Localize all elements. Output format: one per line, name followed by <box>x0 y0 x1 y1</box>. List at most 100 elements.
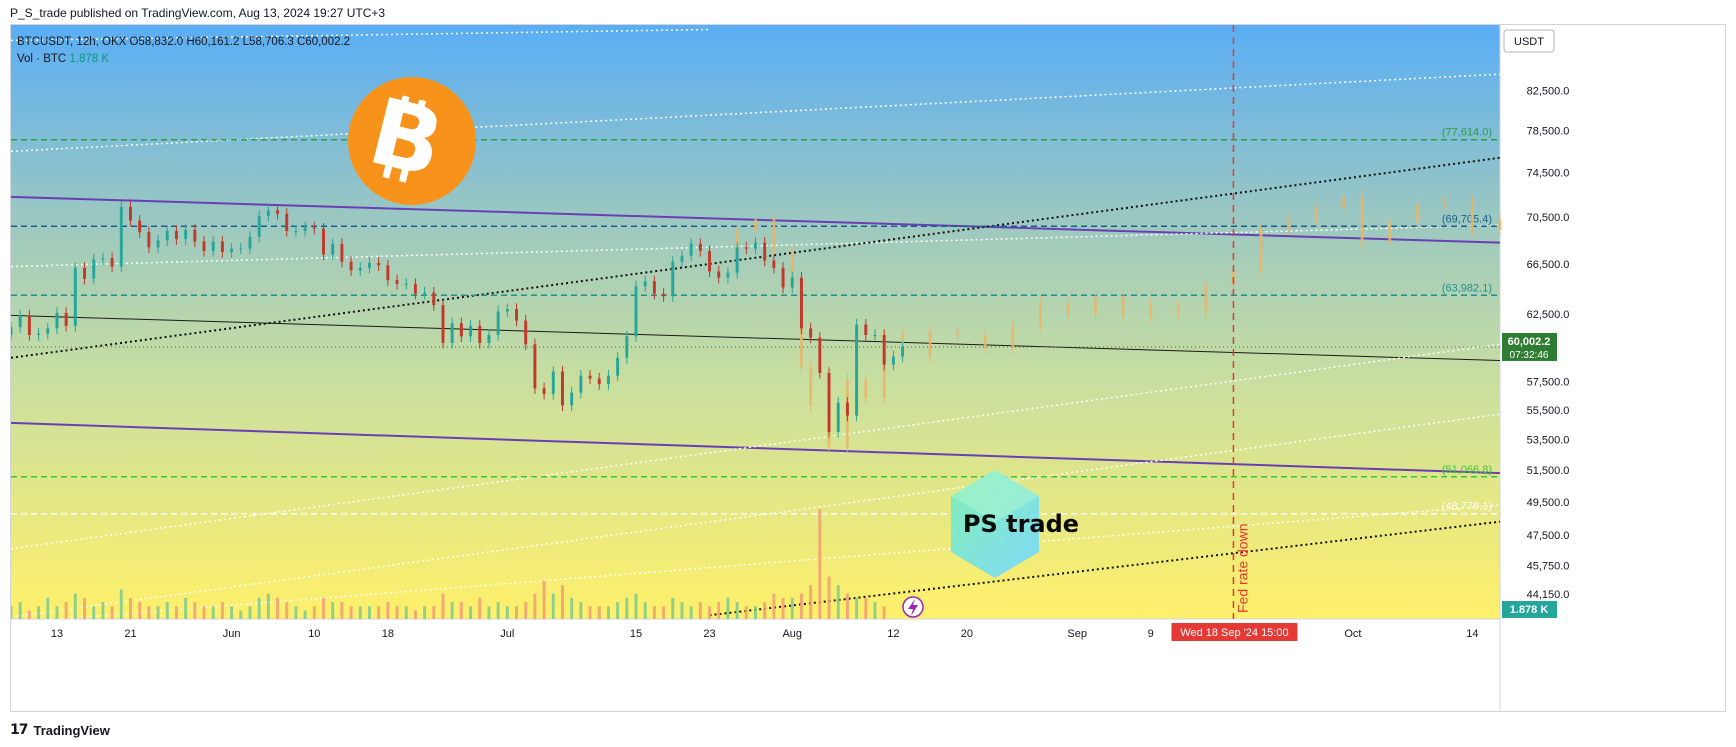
candle-body <box>496 311 500 336</box>
fed-event-label: Fed rate down <box>1234 524 1250 614</box>
volume-bar <box>671 597 675 619</box>
flash-icon[interactable] <box>902 596 924 618</box>
volume-bar <box>119 589 123 619</box>
volume-bar <box>873 602 877 619</box>
tradingview-icon: 17 <box>10 722 29 738</box>
candle-body <box>505 308 509 312</box>
y-tick-label: 62,500.0 <box>1527 309 1570 321</box>
candle-body <box>184 229 188 240</box>
chart-frame[interactable]: (77,614.0) (69,705.4) (63,982.1) (51,066.8)… <box>10 24 1726 712</box>
candle-body <box>432 292 436 306</box>
volume-bar <box>423 606 427 619</box>
volume-bar <box>202 606 206 619</box>
projection-candle <box>1498 219 1502 230</box>
volume-bar <box>625 597 629 619</box>
candle-body <box>92 259 96 279</box>
candle-body <box>662 293 666 297</box>
candle-body <box>110 258 114 267</box>
candle-body <box>561 371 564 406</box>
volume-bar <box>285 602 289 619</box>
volume-bar <box>726 597 730 619</box>
volume-bar <box>55 606 59 619</box>
volume-bar <box>827 576 831 619</box>
projection-candle <box>1360 196 1364 243</box>
projection-candle <box>1443 201 1447 205</box>
candle-body <box>717 271 721 278</box>
trendline-3 <box>11 156 1501 359</box>
x-tick-label: Oct <box>1344 628 1361 640</box>
candle-body <box>331 243 335 255</box>
projection-candle <box>1470 201 1474 230</box>
volume-bar <box>303 610 307 619</box>
fed-event: Fed rate down <box>1232 25 1250 619</box>
volume-bar <box>46 597 50 619</box>
projection-candle <box>1038 302 1042 326</box>
volume-bar <box>809 585 813 619</box>
candles <box>11 201 1500 438</box>
tradingview-brand[interactable]: 17 TradingView <box>10 722 110 738</box>
event-date-label: Wed 18 Sep '24 15:00 <box>1180 627 1288 639</box>
candle-body <box>790 277 794 288</box>
candle-body <box>873 335 877 337</box>
candle-body <box>37 333 41 336</box>
x-tick-label: 21 <box>124 628 136 640</box>
symbol-ohlc: BTCUSDT, 12h, OKX O58,832.0 H60,161.2 L5… <box>17 36 351 48</box>
projection-candle <box>790 253 794 286</box>
candle-body <box>882 335 886 365</box>
x-tick-label: 13 <box>51 628 63 640</box>
volume-bar <box>570 597 574 619</box>
volume-bar <box>349 606 353 619</box>
y-tick-label: 66,500.0 <box>1527 259 1570 271</box>
candle-body <box>73 267 77 326</box>
volume-bar <box>73 593 77 619</box>
projection-candle <box>956 331 960 336</box>
projection-candle <box>1149 305 1153 317</box>
volume-bar <box>331 602 335 619</box>
y-tick-label: 51,500.0 <box>1527 465 1570 477</box>
volume-bar <box>404 606 408 619</box>
candle-body <box>18 315 22 328</box>
trendline-1 <box>11 421 1501 475</box>
price-chart[interactable]: (77,614.0) (69,705.4) (63,982.1) (51,066.8)… <box>11 25 1726 712</box>
candle-body <box>459 323 463 337</box>
projection-candle <box>1287 220 1291 229</box>
projection-candle <box>1342 196 1346 209</box>
volume-bar <box>478 597 482 619</box>
volume-bar <box>469 606 473 619</box>
y-tick-label: 70,500.0 <box>1527 212 1570 224</box>
volume-bar <box>882 606 886 619</box>
trendline-5 <box>11 28 710 42</box>
volume-bar <box>239 610 243 619</box>
brand-name: TradingView <box>33 722 110 738</box>
volume-bar <box>818 509 822 619</box>
candle-body <box>726 272 730 278</box>
volume-badge-value: 1.878 K <box>1510 604 1549 616</box>
candle-body <box>312 227 316 229</box>
volume-bar <box>92 606 96 619</box>
candle-body <box>367 262 371 268</box>
volume-bar <box>211 606 215 619</box>
candle-body <box>413 283 417 294</box>
event-date-badge <box>1171 623 1298 641</box>
volume-bar <box>266 593 270 619</box>
bitcoin-logo-icon: B <box>348 77 476 205</box>
x-tick-label: Sep <box>1067 628 1087 640</box>
candle-body <box>202 241 206 251</box>
volume-bar <box>533 593 537 619</box>
volume-bar <box>561 585 564 619</box>
volume-bar <box>781 597 785 619</box>
candle-body <box>616 357 620 376</box>
volume-bar <box>634 593 638 619</box>
last-price-countdown: 07:32:46 <box>1510 350 1549 361</box>
projection-candle <box>809 367 813 406</box>
y-tick-label: 74,500.0 <box>1527 168 1570 180</box>
candle-body <box>845 402 849 416</box>
volume-bar <box>413 610 417 619</box>
candle-body <box>827 372 831 432</box>
volume-bar <box>698 602 702 619</box>
volume-bar <box>616 602 620 619</box>
volume-bar <box>165 602 169 619</box>
publish-info: P_S_trade published on TradingView.com, … <box>10 6 386 20</box>
candle-body <box>781 267 785 288</box>
y-tick-label: 44,150.0 <box>1527 589 1570 601</box>
